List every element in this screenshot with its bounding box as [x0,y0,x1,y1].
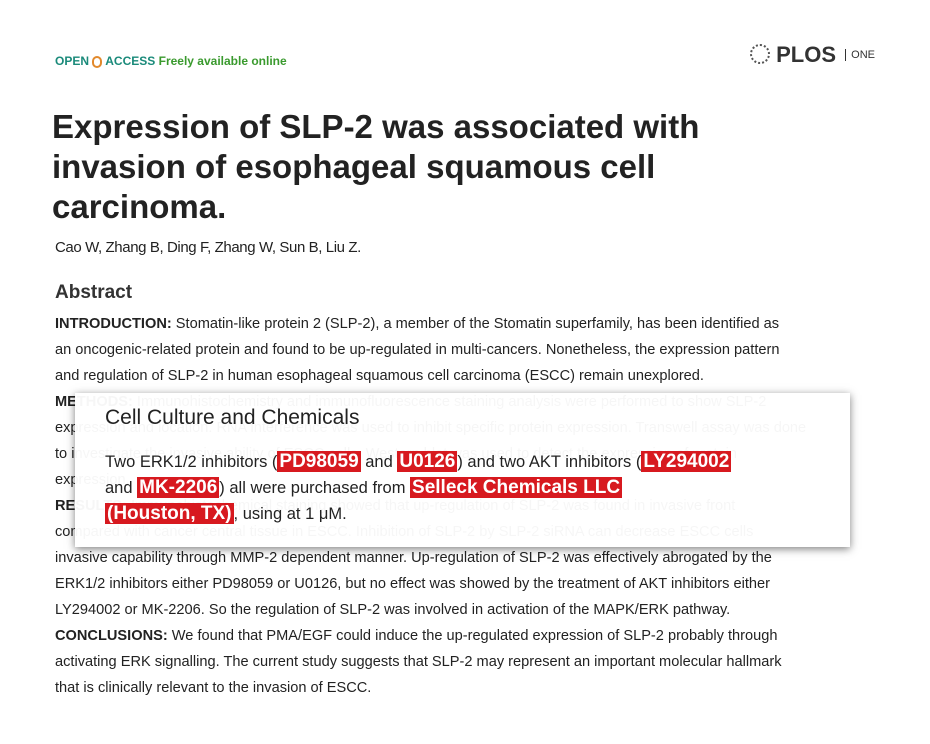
popup-heading: Cell Culture and Chemicals [105,406,360,429]
popup-text: ) and two AKT inhibitors ( [457,453,642,471]
line-text: ERK1/2 inhibitors either PD98059 or U012… [55,576,770,592]
highlighted-term: MK-2206 [137,477,220,498]
abstract-line: CONCLUSIONS: We found that PMA/EGF could… [55,628,778,644]
popup-text: and [360,453,398,471]
open-label: OPEN [55,54,90,68]
popup-text: ) all were purchased from [219,479,411,497]
line-text: activating ERK signalling. The current s… [55,654,782,670]
abstract-line: an oncogenic-related protein and found t… [55,342,779,358]
abstract-line: that is clinically relevant to the invas… [55,680,371,696]
logo-icon [750,44,770,64]
journal: ONE [845,49,875,61]
popup-text: , using at 1 μM. [233,505,347,523]
title-line: carcinoma. [52,188,227,225]
popup-line: (Houston, TX), using at 1 μM. [105,503,347,525]
title-line: Expression of SLP-2 was associated with [52,108,700,145]
line-text: and regulation of SLP-2 in human esophag… [55,368,704,384]
line-text: LY294002 or MK-2206. So the regulation o… [55,602,731,618]
popup-line: and MK-2206) all were purchased from Sel… [105,477,623,499]
highlighted-term: (Houston, TX) [105,503,234,524]
section-label: CONCLUSIONS: [55,628,168,644]
popup-text: and [105,479,138,497]
access-label: ACCESS [105,54,156,68]
abstract-heading: Abstract [55,282,133,303]
line-text: that is clinically relevant to the invas… [55,680,372,696]
abstract-line: ERK1/2 inhibitors either PD98059 or U012… [55,576,770,592]
abstract-line: LY294002 or MK-2206. So the regulation o… [55,602,730,618]
lock-icon [92,56,103,68]
highlighted-term: U0126 [397,451,458,472]
line-text: invasive capability through MMP-2 depend… [55,550,772,566]
plos-logo: PLOS ONE [750,42,875,68]
line-text: We found that PMA/EGF could induce the u… [167,628,778,644]
popup-line: Two ERK1/2 inhibitors (PD98059 and U0126… [105,451,732,473]
section-label: INTRODUCTION: [55,316,172,332]
highlighted-term: LY294002 [641,451,732,472]
open-access-badge: OPEN ACCESS Freely available online [55,54,287,68]
line-text: an oncogenic-related protein and found t… [55,342,780,358]
highlighted-term: PD98059 [277,451,361,472]
abstract-line: INTRODUCTION: Stomatin-like protein 2 (S… [55,316,779,332]
highlighted-term: Selleck Chemicals LLC [410,477,623,498]
abstract-line: invasive capability through MMP-2 depend… [55,550,772,566]
popup-text: Two ERK1/2 inhibitors ( [105,453,278,471]
availability-label: Freely available online [158,54,287,68]
line-text: Stomatin-like protein 2 (SLP-2), a membe… [171,316,780,332]
title-line: invasion of esophageal squamous cell [52,148,656,185]
brand: PLOS [776,42,837,67]
abstract-line: and regulation of SLP-2 in human esophag… [55,368,704,384]
abstract-line: activating ERK signalling. The current s… [55,654,782,670]
popup: Cell Culture and Chemicals Two ERK1/2 in… [75,393,850,547]
authors: Cao W, Zhang B, Ding F, Zhang W, Sun B, … [55,239,361,256]
